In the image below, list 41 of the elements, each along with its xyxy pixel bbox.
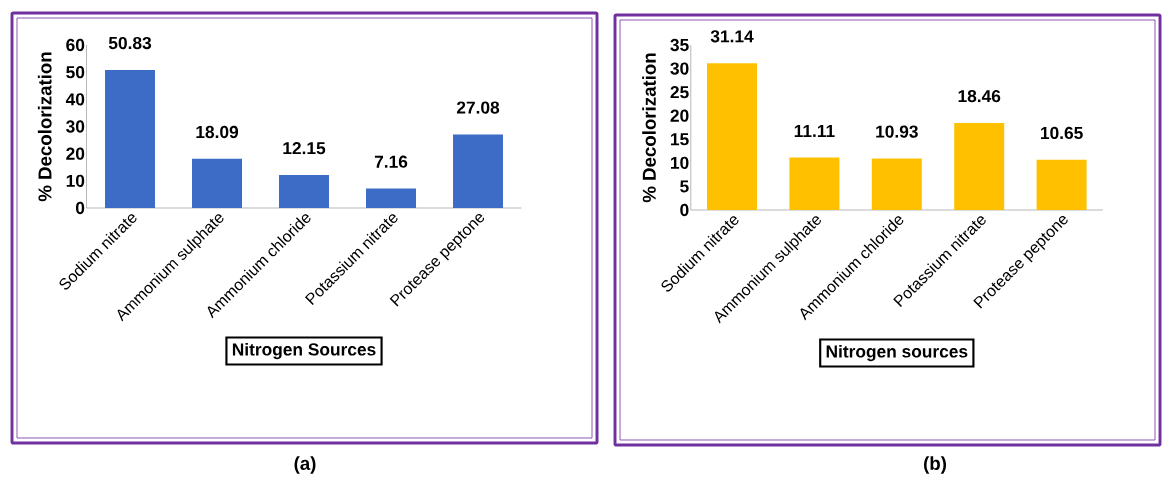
- x-axis-title: Nitrogen Sources: [232, 342, 376, 360]
- y-tick-label: 30: [66, 120, 85, 133]
- bar: [366, 188, 417, 208]
- x-axis-title: Nitrogen sources: [826, 344, 968, 362]
- y-tick-label: 15: [671, 133, 689, 146]
- y-tick-label: 10: [66, 174, 85, 187]
- y-axis-title: % Decolorization: [642, 53, 656, 203]
- y-tick-label: 5: [680, 180, 689, 193]
- bar: [954, 122, 1005, 210]
- data-label: 10.65: [1041, 126, 1083, 140]
- bar: [789, 157, 840, 210]
- bar: [453, 134, 504, 208]
- y-tick-label: 25: [670, 85, 689, 99]
- bar: [105, 69, 156, 208]
- bar: [871, 158, 922, 210]
- bar: [707, 63, 758, 210]
- y-tick-label: 60: [66, 38, 85, 52]
- y-tick-label: 35: [670, 38, 689, 52]
- y-tick-label: 40: [65, 93, 85, 106]
- data-label: 11.11: [794, 124, 835, 137]
- data-label: 50.83: [108, 36, 152, 50]
- data-label: 18.46: [958, 89, 1001, 103]
- bar: [192, 158, 243, 208]
- data-label: 18.09: [196, 125, 239, 139]
- data-label: 10.93: [876, 125, 918, 138]
- y-tick-label: 30: [670, 62, 689, 75]
- y-tick-label: 0: [75, 201, 85, 215]
- data-label: 7.16: [374, 155, 408, 168]
- y-tick-label: 0: [680, 203, 689, 217]
- bar: [279, 174, 330, 208]
- y-tick-label: 50: [66, 65, 85, 79]
- y-tick-label: 20: [670, 109, 689, 122]
- text: (b): [924, 456, 946, 474]
- data-label: 27.08: [456, 101, 500, 114]
- y-axis-title: % Decolorization: [37, 52, 52, 202]
- data-label: 12.15: [283, 141, 326, 155]
- y-tick-label: 20: [66, 147, 85, 160]
- data-label: 31.14: [710, 30, 754, 43]
- y-tick-label: 10: [671, 156, 689, 169]
- bar: [1036, 159, 1087, 210]
- text: (a): [294, 456, 316, 474]
